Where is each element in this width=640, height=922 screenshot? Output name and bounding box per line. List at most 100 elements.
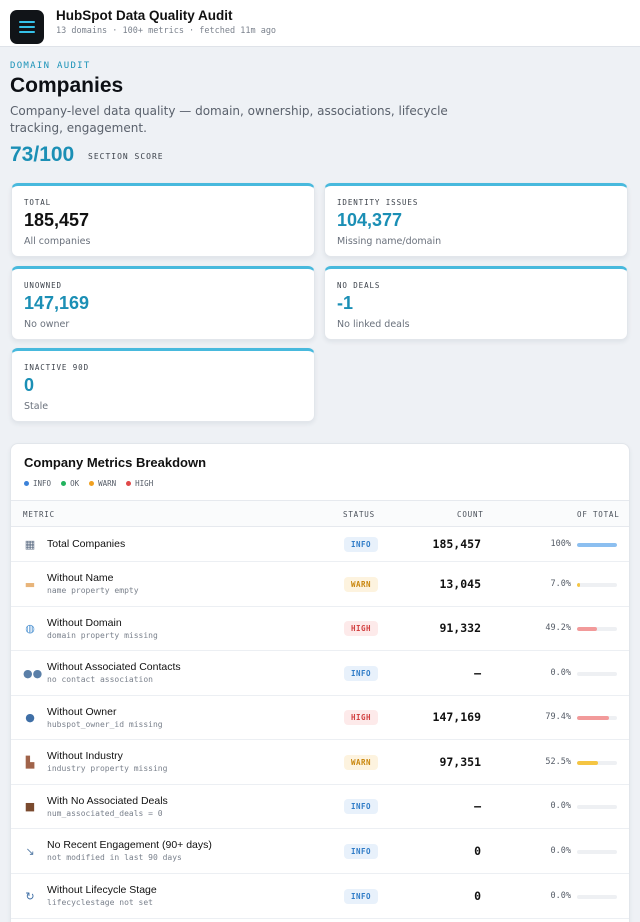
percent-bar — [577, 850, 617, 854]
metric-name: Total Companies — [47, 538, 126, 550]
metric-percent: 52.5% — [545, 757, 571, 767]
panel-title: Company Metrics Breakdown — [24, 455, 207, 470]
globe-icon: ◍ — [25, 622, 35, 635]
metric-description: not modified in last 90 days — [47, 853, 182, 862]
metric-name: Without Domain — [47, 617, 122, 629]
metric-name: Without Name — [47, 572, 114, 584]
stat-subtext: Stale — [24, 401, 49, 412]
page-title: Companies — [10, 74, 124, 97]
metric-description: domain property missing — [47, 631, 158, 640]
status-badge: WARN — [344, 755, 378, 770]
metric-percent: 49.2% — [545, 623, 571, 633]
metric-description: num_associated_deals = 0 — [47, 809, 163, 818]
legend-label: WARN — [98, 479, 117, 488]
percent-bar — [577, 543, 617, 547]
stat-value: -1 — [337, 293, 354, 313]
cycle-icon: ↻ — [25, 890, 35, 903]
metric-percent: 7.0% — [550, 579, 571, 589]
stat-card-no-deals: NO DEALS -1 No linked deals — [324, 266, 628, 340]
high-dot-icon — [126, 481, 132, 486]
metric-count: 0 — [474, 889, 481, 903]
table-row[interactable]: ◍ Without Domain domain property missing HI… — [11, 607, 629, 651]
metric-percent: 0.0% — [550, 846, 571, 856]
legend-item-info: INFO — [24, 479, 51, 488]
stat-card-inactive-90d: INACTIVE 90D 0 Stale — [11, 348, 315, 422]
metric-count: 13,045 — [439, 577, 481, 591]
metric-percent: 0.0% — [550, 668, 571, 678]
stat-subtext: No owner — [24, 319, 70, 330]
chart-down-icon: ↘ — [25, 845, 35, 858]
table-row[interactable]: ■ With No Associated Deals num_associated_… — [11, 785, 629, 829]
table-row[interactable]: ↘ No Recent Engagement (90+ days) not modi… — [11, 829, 629, 874]
stat-card-unowned: UNOWNED 147,169 No owner — [11, 266, 315, 340]
stat-label: NO DEALS — [337, 281, 381, 290]
stat-value: 0 — [24, 375, 35, 395]
people-icon: ●● — [23, 667, 43, 680]
table-row[interactable]: ▬ Without Name name property empty WARN 13,0… — [11, 562, 629, 607]
metric-percent: 0.0% — [550, 801, 571, 811]
section-eyebrow: DOMAIN AUDIT — [10, 61, 91, 71]
metrics-breakdown-panel: Company Metrics Breakdown INFO OK WARN H… — [10, 443, 630, 922]
person-icon: ● — [25, 711, 35, 724]
stat-label: TOTAL — [24, 198, 52, 207]
metric-count: 97,351 — [439, 755, 481, 769]
metric-count: 91,332 — [439, 621, 481, 635]
table-row[interactable]: ●● Without Associated Contacts no contact … — [11, 651, 629, 696]
section-score: 73/100 — [10, 143, 75, 166]
factory-icon: ▙ — [25, 756, 35, 769]
metric-name: No Recent Engagement (90+ days) — [47, 839, 212, 851]
status-legend: INFO OK WARN HIGH — [24, 479, 153, 488]
metric-name: With No Associated Deals — [47, 795, 168, 807]
column-header-metric[interactable]: METRIC — [23, 510, 55, 519]
status-badge: INFO — [344, 537, 378, 552]
status-badge: HIGH — [344, 621, 378, 636]
percent-bar-fill — [577, 716, 609, 720]
percent-bar-fill — [577, 627, 597, 631]
percent-bar — [577, 583, 617, 587]
building-icon: ▦ — [24, 538, 36, 551]
status-badge: INFO — [344, 844, 378, 859]
percent-bar-fill — [577, 583, 580, 587]
stat-value: 104,377 — [337, 210, 403, 230]
metric-name: Without Owner — [47, 706, 117, 718]
status-badge: HIGH — [344, 710, 378, 725]
status-badge: INFO — [344, 799, 378, 814]
column-header-of-total[interactable]: OF TOTAL — [577, 510, 620, 519]
app-subtitle: 13 domains · 100+ metrics · fetched 11m … — [56, 26, 277, 36]
table-row[interactable]: ● Without Owner hubspot_owner_id missing HI… — [11, 696, 629, 740]
warn-dot-icon — [89, 481, 95, 486]
table-row[interactable]: ▙ Without Industry industry property missi… — [11, 740, 629, 785]
stat-card-identity-issues: IDENTITY ISSUES 104,377 Missing name/dom… — [324, 183, 628, 257]
page-description: Company-level data quality — domain, own… — [10, 104, 448, 135]
status-badge: WARN — [344, 577, 378, 592]
percent-bar — [577, 761, 617, 765]
legend-label: INFO — [33, 479, 52, 488]
legend-item-ok: OK — [61, 479, 79, 488]
metric-name: Without Industry — [47, 750, 123, 762]
percent-bar-fill — [577, 543, 617, 547]
stat-label: IDENTITY ISSUES — [337, 198, 419, 207]
metric-description: hubspot_owner_id missing — [47, 720, 163, 729]
metric-description: no contact association — [47, 675, 153, 684]
metric-count: 147,169 — [432, 710, 481, 724]
status-badge: INFO — [344, 666, 378, 681]
stat-card-total: TOTAL 185,457 All companies — [11, 183, 315, 257]
menu-button[interactable] — [10, 10, 44, 44]
percent-bar — [577, 672, 617, 676]
top-bar: HubSpot Data Quality Audit 13 domains · … — [0, 0, 640, 47]
table-row[interactable]: ↻ Without Lifecycle Stage lifecyclestage n… — [11, 874, 629, 919]
metric-description: lifecyclestage not set — [47, 898, 153, 907]
percent-bar — [577, 805, 617, 809]
stat-label: INACTIVE 90D — [24, 363, 89, 372]
table-row[interactable]: ▦ Total Companies INFO 185,457 100% — [11, 527, 629, 562]
column-header-status[interactable]: STATUS — [343, 510, 375, 519]
metric-count: — — [474, 666, 481, 680]
legend-label: HIGH — [135, 479, 154, 488]
metric-percent: 79.4% — [545, 712, 571, 722]
stat-subtext: All companies — [24, 236, 91, 247]
stat-subtext: Missing name/domain — [337, 236, 442, 247]
percent-bar — [577, 716, 617, 720]
metric-name: Without Associated Contacts — [47, 661, 181, 673]
column-header-count[interactable]: COUNT — [457, 510, 484, 519]
section-score-label: SECTION SCORE — [88, 152, 164, 161]
